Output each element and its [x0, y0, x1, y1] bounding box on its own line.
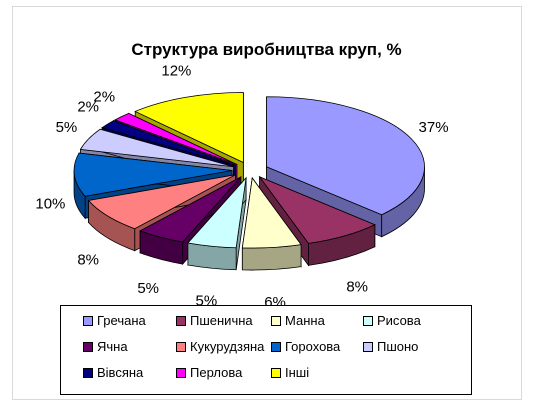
legend-swatch [271, 315, 281, 326]
legend-item-2: Манна [271, 313, 325, 328]
slice-label-7: 5% [56, 119, 78, 136]
legend-item-10: Інші [271, 365, 309, 380]
slice-label-0: 37% [419, 119, 449, 136]
legend-label: Гречана [97, 313, 146, 328]
legend-swatch [83, 367, 93, 378]
legend-item-5: Кукурудзяна [176, 339, 264, 354]
slice-label-10: 12% [161, 62, 191, 79]
slice-label-8: 2% [77, 99, 99, 116]
chart-frame [12, 6, 522, 400]
pie-slice-2 [241, 176, 302, 271]
legend-label: Вівсяна [97, 365, 144, 380]
legend-label: Рисова [377, 313, 421, 328]
legend-swatch [271, 341, 281, 352]
pie-slice-0 [266, 96, 425, 238]
legend-item-4: Ячна [83, 339, 128, 354]
legend-swatch [83, 315, 93, 326]
legend-swatch [363, 341, 373, 352]
legend-item-0: Гречана [83, 313, 146, 328]
legend-label: Кукурудзяна [190, 339, 265, 354]
slice-label-1: 8% [346, 278, 368, 295]
legend-item-8: Вівсяна [83, 365, 143, 380]
slice-label-9: 2% [93, 88, 115, 105]
slice-label-5: 8% [77, 251, 99, 268]
slice-label-4: 5% [137, 280, 159, 297]
legend-item-6: Горохова [271, 339, 340, 354]
legend-swatch [176, 315, 186, 326]
legend-label: Горохова [285, 339, 341, 354]
legend-label: Перлова [190, 365, 243, 380]
legend-label: Ячна [97, 339, 128, 354]
pie-slice-3 [187, 176, 247, 271]
legend-item-1: Пшенична [176, 313, 253, 328]
legend-label: Манна [285, 313, 325, 328]
slice-label-6: 10% [35, 196, 65, 213]
legend-label: Пшенична [190, 313, 253, 328]
legend-item-7: Пшоно [363, 339, 418, 354]
legend-swatch [271, 367, 281, 378]
legend-swatch [363, 315, 373, 326]
legend-item-3: Рисова [363, 313, 421, 328]
chart-legend: Гречана Пшенична Манна Рисова Ячна Кукурудзян… [60, 305, 472, 395]
legend-swatch [176, 341, 186, 352]
chart-title: Структура виробництва круп, % [131, 40, 402, 59]
legend-swatch [83, 341, 93, 352]
legend-item-9: Перлова [176, 365, 242, 380]
legend-label: Пшоно [377, 339, 419, 354]
legend-swatch [176, 367, 186, 378]
legend-label: Інші [285, 365, 310, 380]
